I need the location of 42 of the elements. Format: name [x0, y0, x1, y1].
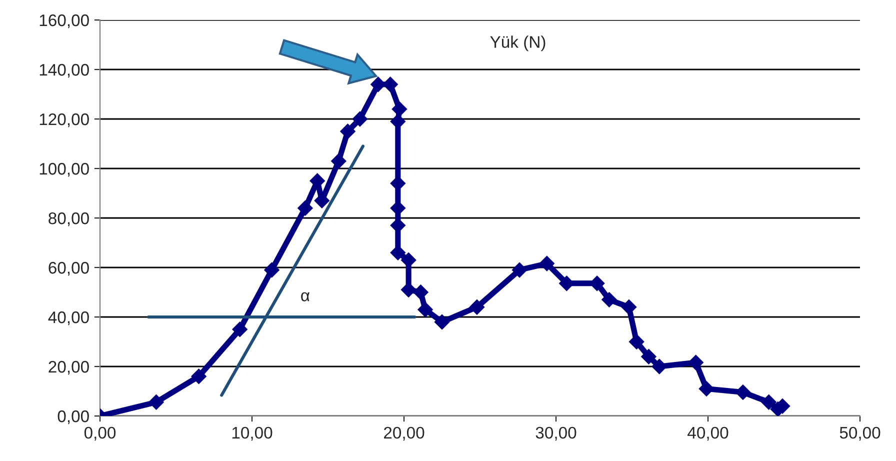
- point: [469, 300, 485, 315]
- point: [352, 111, 368, 127]
- point: [628, 334, 644, 350]
- point: [418, 302, 433, 318]
- point: [641, 349, 656, 364]
- point: [331, 154, 346, 169]
- y-tick-label: 140,00: [40, 64, 89, 78]
- point: [434, 314, 450, 330]
- point: [652, 358, 667, 374]
- x-tick-label: 30,00: [536, 426, 576, 441]
- y-tick-label: 160,00: [40, 14, 89, 28]
- annotation: α: [301, 292, 310, 302]
- x-tick-label: 20,00: [384, 426, 424, 441]
- point: [392, 102, 408, 117]
- point: [298, 200, 313, 216]
- point: [735, 384, 751, 400]
- y-tick-label: 120,00: [40, 113, 89, 128]
- point: [390, 245, 406, 260]
- point: [512, 262, 528, 278]
- y-tick-label: 0,00: [58, 410, 89, 424]
- x-tick-label: 40,00: [688, 426, 728, 441]
- x-tick-label: 50,00: [840, 426, 880, 441]
- point: [148, 394, 164, 410]
- y-tick-label: 60,00: [48, 262, 89, 276]
- y-tick-label: 20,00: [48, 360, 89, 375]
- point: [698, 381, 714, 396]
- point: [539, 256, 554, 272]
- point: [191, 368, 206, 384]
- point: [413, 284, 428, 300]
- point: [340, 124, 356, 139]
- point: [761, 394, 776, 410]
- y-tick-label: 80,00: [48, 212, 89, 226]
- text: Yük (N): [490, 36, 546, 52]
- x-tick-label: 0,00: [84, 426, 116, 441]
- point: [621, 300, 637, 315]
- point: [264, 262, 280, 278]
- x-tick-label: 10,00: [232, 426, 272, 441]
- y-tick-label: 40,00: [48, 311, 89, 326]
- point: [688, 354, 704, 370]
- y-tick-label: 100,00: [40, 162, 89, 177]
- point: [602, 292, 617, 308]
- point: [232, 322, 248, 337]
